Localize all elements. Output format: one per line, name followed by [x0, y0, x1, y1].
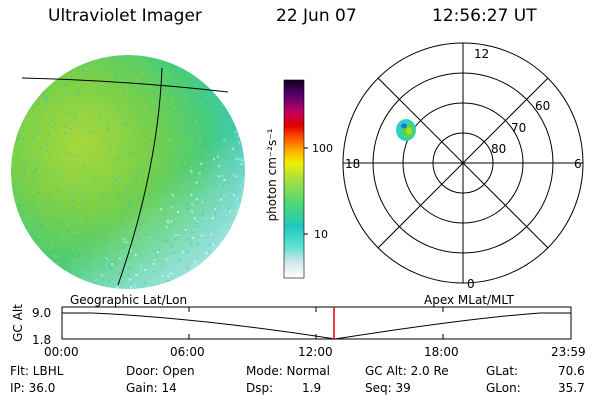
altitude-y-top: 9.0 — [32, 306, 52, 320]
ip-info: IP: 36.0 — [10, 381, 56, 395]
glat-label: GLat: — [486, 364, 519, 378]
glat-value: 70.6 — [558, 364, 585, 378]
geographic-label: Geographic Lat/Lon — [70, 293, 188, 307]
mlt-label-12: 12 — [474, 47, 489, 61]
mlat-label-60: 60 — [535, 99, 550, 113]
dsp-label: Dsp: — [246, 381, 274, 395]
door-info: Door: Open — [126, 364, 195, 378]
latitude-line — [21, 77, 229, 93]
altitude-y-bottom: 1.8 — [32, 333, 52, 347]
mode-info: Mode: Normal — [246, 364, 330, 378]
altitude-curve — [62, 312, 571, 340]
seq-info: Seq: 39 — [365, 381, 411, 395]
aurora-blob — [396, 119, 416, 141]
altitude-x-tick-1800: 18:00 — [424, 345, 459, 359]
altitude-x-tick-0000: 00:00 — [44, 345, 79, 359]
observation-time: 12:56:27 UT — [432, 6, 537, 26]
altitude-x-tick-2359: 23:59 — [551, 345, 586, 359]
dsp-value: 1.9 — [302, 381, 322, 395]
longitude-line — [117, 67, 163, 286]
colorbar: 100 10 — [283, 79, 333, 279]
altitude-x-tick-1200: 12:00 — [298, 345, 333, 359]
mlat-label-70: 70 — [511, 121, 526, 135]
gain-info: Gain: 14 — [126, 381, 177, 395]
glon-label: GLon: — [486, 381, 521, 395]
mlt-label-6: 6 — [574, 157, 582, 171]
apex-label: Apex MLat/MLT — [424, 293, 514, 307]
glon-value: 35.7 — [558, 381, 585, 395]
colorbar-tick-10: 10 — [314, 228, 328, 241]
instrument-title: Ultraviolet Imager — [48, 6, 202, 26]
altitude-axis-label: GC Alt — [11, 304, 25, 342]
filter-info: Flt: LBHL — [10, 364, 64, 378]
observation-date: 22 Jun 07 — [276, 6, 357, 26]
colorbar-tick-100: 100 — [312, 142, 333, 155]
mlt-label-18: 18 — [345, 157, 360, 171]
mlat-label-80: 80 — [491, 142, 506, 156]
mlt-label-0: 0 — [467, 277, 475, 291]
gc-alt-info: GC Alt: 2.0 Re — [365, 364, 449, 378]
altitude-x-tick-0600: 06:00 — [170, 345, 205, 359]
